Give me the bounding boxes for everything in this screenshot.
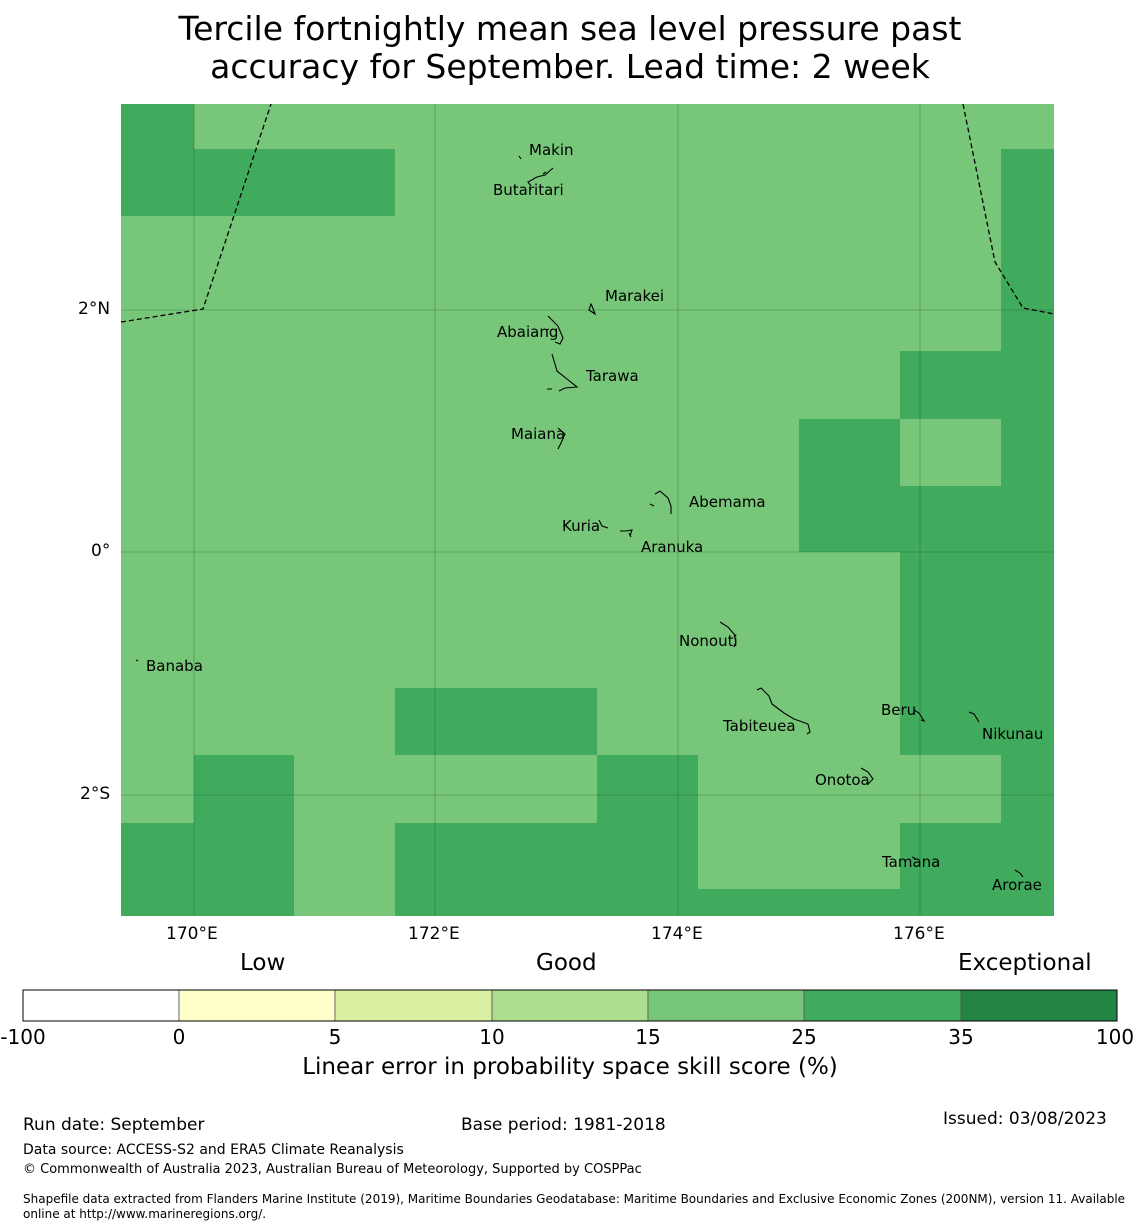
skill-cell: [194, 755, 294, 916]
title-line-2: accuracy for September. Lead time: 2 wee…: [210, 47, 930, 86]
lon-tick-176e: 176°E: [893, 924, 945, 944]
lat-tick-0: 0°: [91, 541, 111, 561]
place-label-kuria: Kuria: [562, 517, 600, 535]
place-label-tarawa: Tarawa: [585, 367, 639, 385]
place-label-maiana: Maiana: [511, 425, 565, 443]
place-label-abaiang: Abaiang: [497, 323, 558, 341]
island-shape-tamana: [911, 856, 917, 860]
place-label-tabiteuea: Tabiteuea: [722, 717, 796, 735]
island-shape-nonouti: [719, 621, 737, 648]
skill-cell: [194, 149, 395, 216]
island-shape-beru: [913, 709, 926, 723]
skill-cell: [900, 552, 1001, 755]
skill-cell: [698, 889, 1001, 916]
place-label-aranuka: Aranuka: [641, 538, 703, 556]
data-source: Data source: ACCESS-S2 and ERA5 Climate …: [23, 1142, 404, 1158]
island-shape-abemama: [649, 490, 672, 514]
colorbar-segment: [647, 989, 805, 1022]
colorbar-title: Linear error in probability space skill …: [302, 1054, 838, 1080]
island-shape-tabiteuea: [756, 687, 811, 735]
map-title: Tercile fortnightly mean sea level press…: [0, 10, 1140, 86]
island-shape-kuria: [598, 519, 609, 529]
colorbar-label: 0: [172, 1025, 186, 1049]
lat-tick-2n: 2°N: [78, 299, 111, 319]
category-low: Low: [240, 950, 286, 976]
place-label-nikunau: Nikunau: [982, 725, 1043, 743]
place-label-tamana: Tamana: [881, 853, 940, 871]
colorbar-label: 25: [791, 1025, 817, 1049]
colorbar-segment: [22, 989, 180, 1022]
place-label-butaritari: Butaritari: [493, 181, 564, 199]
skill-cell: [121, 823, 194, 916]
base-period: Base period: 1981-2018: [461, 1115, 666, 1135]
skill-cell: [900, 486, 1001, 552]
place-label-marakei: Marakei: [605, 287, 664, 305]
skill-cell: [900, 351, 1001, 419]
category-good: Good: [536, 950, 597, 976]
colorbar-label: 5: [328, 1025, 342, 1049]
place-label-nonouti: Nonouti: [679, 632, 738, 650]
lat-tick-2s: 2°S: [80, 784, 111, 804]
island-shape-banaba: [135, 659, 139, 662]
colorbar-segment: [178, 989, 336, 1022]
colorbar-segment: [803, 989, 962, 1022]
place-labels: Makin Butaritari Marakei Abaiang Tarawa …: [146, 141, 1043, 894]
run-date: Run date: September: [23, 1115, 205, 1135]
island-shape-maiana: [557, 427, 566, 450]
place-label-makin: Makin: [529, 141, 574, 159]
place-label-onotoa: Onotoa: [815, 771, 870, 789]
place-label-abemama: Abemama: [689, 493, 766, 511]
skill-cell: [900, 823, 1001, 889]
island-shape-nikunau: [968, 711, 980, 723]
island-shape-marakei: [588, 302, 597, 316]
eez-boundaries: [120, 103, 1055, 323]
place-label-banaba: Banaba: [146, 657, 203, 675]
eez-boundary-east: [962, 103, 1055, 315]
colorbar-label: -100: [0, 1025, 46, 1049]
colorbar-segment: [334, 989, 493, 1022]
shapefile-credit-line-2: online at http://www.marineregions.org/.: [23, 1207, 267, 1221]
colorbar-label: 15: [635, 1025, 661, 1049]
island-shape-tarawa: [547, 353, 579, 392]
graticule: [121, 104, 1054, 916]
colorbar-label: 100: [1095, 1025, 1135, 1049]
copyright: © Commonwealth of Australia 2023, Austra…: [23, 1162, 642, 1177]
colorbar-segment: [491, 989, 649, 1022]
skill-cell: [597, 755, 698, 916]
title-line-1: Tercile fortnightly mean sea level press…: [178, 9, 962, 48]
colorbar-label: 35: [948, 1025, 974, 1049]
skill-cell: [121, 104, 194, 216]
lon-tick-170e: 170°E: [166, 924, 218, 944]
colorbar: [22, 989, 1118, 1022]
island-shape-aranuka: [620, 529, 633, 538]
skill-cell: [1001, 149, 1054, 916]
island-shape-onotoa: [860, 767, 874, 785]
island-outlines: [135, 155, 1024, 878]
colorbar-label: 10: [479, 1025, 505, 1049]
eez-boundary-west: [120, 103, 272, 323]
high-skill-cells: [121, 104, 1054, 916]
colorbar-frame: [22, 989, 1118, 1022]
island-shape-abaiang: [545, 315, 564, 345]
issued-date: Issued: 03/08/2023: [943, 1109, 1107, 1129]
skill-cell: [395, 688, 597, 755]
lon-tick-174e: 174°E: [651, 924, 703, 944]
colorbar-segment: [960, 989, 1118, 1022]
island-shape-makin: [518, 155, 522, 160]
island-shape-butaritari: [527, 167, 554, 187]
skill-cell: [395, 823, 597, 916]
island-shape-arorae: [1014, 869, 1024, 878]
place-label-arorae: Arorae: [992, 876, 1042, 894]
skill-cell: [799, 419, 900, 552]
place-label-beru: Beru: [881, 701, 916, 719]
shapefile-credit-line-1: Shapefile data extracted from Flanders M…: [23, 1192, 1126, 1206]
lon-tick-172e: 172°E: [408, 924, 460, 944]
category-exceptional: Exceptional: [958, 950, 1092, 976]
